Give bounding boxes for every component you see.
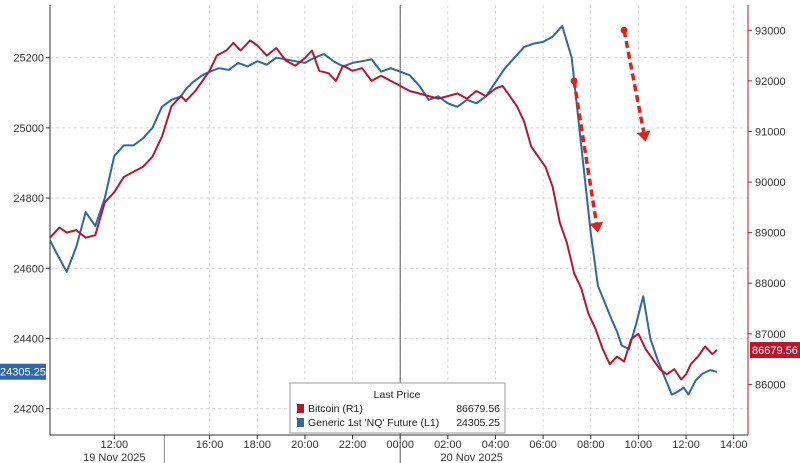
- legend-title: Last Price: [374, 389, 421, 401]
- x-tick-label: 10:00: [625, 439, 653, 451]
- right-tick-label: 88000: [755, 278, 786, 290]
- series-line-nq-future: [49, 25, 718, 396]
- last-value-tags: 24305.25 86679.56: [0, 342, 800, 380]
- arrow-shaft: [572, 80, 599, 224]
- x-tick-label: 06:00: [529, 439, 557, 451]
- legend: Last Price Bitcoin (R1) 86679.56 Generic…: [289, 382, 506, 434]
- right-tick-label: 89000: [755, 228, 786, 240]
- x-tick-label: 08:00: [577, 439, 605, 451]
- legend-swatch-nq: [297, 418, 304, 427]
- left-tick-label: 24600: [13, 263, 44, 275]
- legend-label-bitcoin: Bitcoin (R1): [308, 403, 363, 415]
- legend-value-nq: 24305.25: [456, 417, 500, 429]
- left-tick-label: 25000: [13, 123, 44, 135]
- x-tick-label: 04:00: [482, 439, 510, 451]
- x-tick-label: 14:00: [720, 439, 748, 451]
- series-layer: [49, 25, 718, 396]
- annotation-arrows: [570, 26, 651, 233]
- last-value-left: 24305.25: [0, 367, 46, 379]
- x-tick-label: 02:00: [434, 439, 462, 451]
- right-tick-label: 87000: [755, 329, 786, 341]
- last-value-tag-left: [0, 363, 46, 380]
- legend-label-nq: Generic 1st 'NQ' Future (L1): [308, 417, 439, 429]
- series-line-bitcoin: [49, 39, 718, 381]
- arrow-shaft: [622, 29, 646, 133]
- date-label: 20 Nov 2025: [440, 452, 502, 463]
- last-value-right: 86679.56: [752, 345, 798, 357]
- arrow-head: [636, 130, 651, 142]
- x-tick-label: 20:00: [291, 439, 319, 451]
- legend-box: [289, 382, 506, 434]
- x-tick-label: 22:00: [339, 439, 367, 451]
- x-tick-label: 12:00: [101, 439, 129, 451]
- date-label: 19 Nov 2025: [83, 452, 145, 463]
- last-value-tag-right: [750, 342, 800, 359]
- x-tick-label: 00:00: [386, 439, 414, 451]
- right-tick-label: 93000: [755, 25, 786, 37]
- axes: [46, 5, 752, 463]
- tick-labels: 24200 24400 24600 24800 25000 25200 86000 87000…: [13, 25, 785, 463]
- left-tick-label: 24400: [13, 333, 44, 345]
- x-tick-label: 12:00: [672, 439, 700, 451]
- arrow-head: [589, 221, 604, 233]
- right-tick-label: 91000: [755, 126, 786, 138]
- left-tick-label: 24200: [13, 404, 44, 416]
- right-tick-label: 90000: [755, 177, 786, 189]
- grid: [50, 5, 748, 435]
- right-tick-label: 86000: [755, 379, 786, 391]
- x-tick-label: 18:00: [243, 439, 271, 451]
- legend-swatch-bitcoin: [297, 404, 304, 413]
- left-tick-label: 24800: [13, 193, 44, 205]
- legend-value-bitcoin: 86679.56: [456, 403, 500, 415]
- x-tick-label: 16:00: [196, 439, 224, 451]
- left-tick-label: 25200: [13, 53, 44, 65]
- right-tick-label: 92000: [755, 76, 786, 88]
